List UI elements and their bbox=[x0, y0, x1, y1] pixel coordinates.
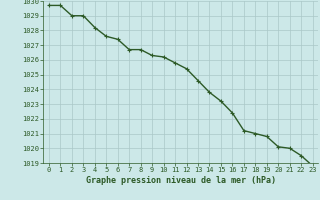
X-axis label: Graphe pression niveau de la mer (hPa): Graphe pression niveau de la mer (hPa) bbox=[86, 176, 276, 185]
